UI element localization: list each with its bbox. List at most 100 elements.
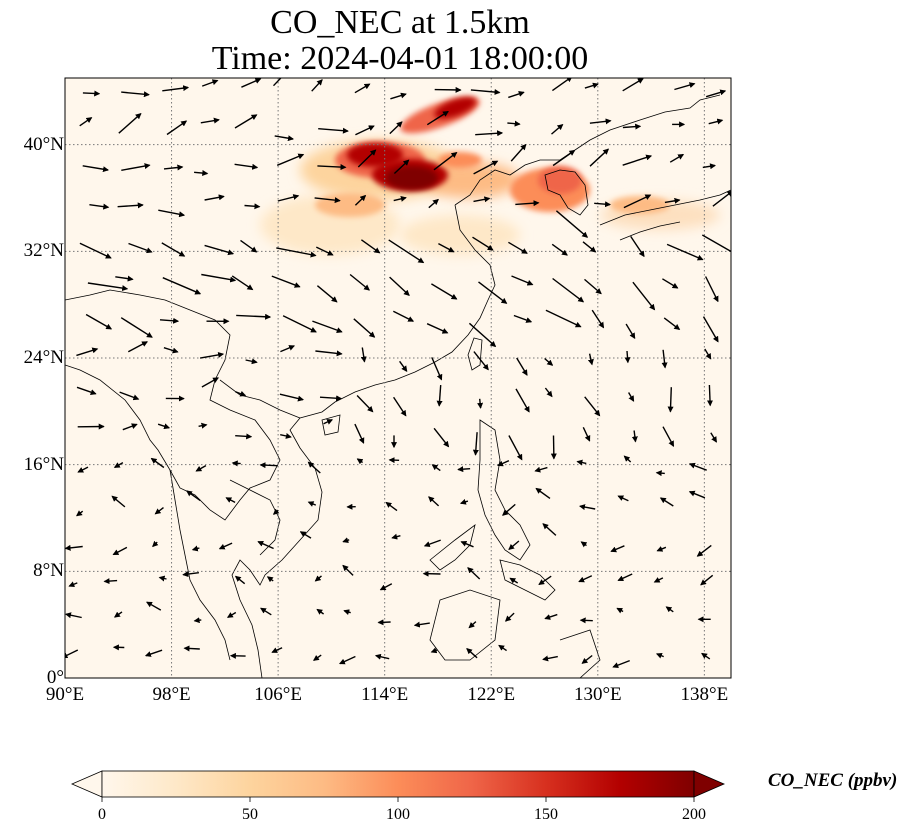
wind-arrow: [688, 462, 707, 471]
wind-arrow: [272, 508, 280, 515]
wind-arrow: [226, 611, 237, 618]
wind-arrow: [467, 567, 481, 580]
wind-arrow: [235, 390, 247, 397]
wind-arrow: [436, 385, 443, 407]
wind-arrow: [662, 278, 679, 289]
wind-vectors: [65, 78, 731, 668]
wind-arrow: [195, 464, 207, 472]
wind-arrow: [623, 194, 652, 209]
wind-arrow: [323, 419, 334, 425]
wind-arrow: [704, 276, 719, 303]
wind-arrow: [307, 461, 321, 474]
wind-arrow: [391, 533, 401, 540]
wind-arrow: [579, 617, 593, 624]
wind-arrow: [342, 564, 354, 576]
wind-arrow: [627, 392, 635, 402]
wind-arrow: [314, 575, 322, 582]
colorbar-label: CO_NEC (ppbv): [768, 770, 898, 791]
wind-arrow: [244, 203, 261, 210]
wind-arrow: [508, 540, 520, 551]
wind-arrow: [234, 114, 258, 129]
wind-arrow: [319, 395, 343, 402]
wind-arrow: [622, 78, 644, 92]
wind-arrow: [478, 281, 508, 304]
wind-arrow: [544, 613, 558, 620]
wind-arrow: [272, 78, 282, 87]
lon-tick-label: 106°E: [254, 684, 302, 705]
wind-arrow: [183, 645, 200, 652]
wind-arrow: [76, 347, 99, 357]
lon-tick-label: 138°E: [680, 684, 729, 705]
wind-arrow: [113, 461, 124, 469]
wind-arrow: [428, 496, 440, 507]
lon-tick-label: 122°E: [467, 684, 516, 705]
wind-arrow: [121, 91, 150, 98]
wind-arrow: [82, 90, 101, 97]
wind-arrow: [662, 426, 675, 447]
wind-arrow: [542, 655, 558, 662]
wind-arrow: [617, 573, 633, 582]
wind-arrow: [584, 396, 601, 417]
wind-arrow: [299, 531, 312, 539]
wind-arrow: [201, 79, 219, 87]
wind-arrow: [502, 503, 516, 516]
wind-arrow: [457, 466, 471, 473]
wind-arrow: [271, 275, 301, 288]
wind-arrow: [579, 504, 596, 511]
wind-arrow: [707, 384, 714, 407]
wind-arrow: [610, 545, 625, 553]
wind-arrow: [468, 621, 477, 629]
wind-arrow: [470, 89, 501, 96]
wind-arrow: [702, 163, 716, 170]
wind-arrow: [194, 170, 209, 177]
wind-arrow: [317, 164, 347, 171]
wind-arrow: [201, 377, 219, 388]
wind-arrow: [551, 123, 564, 135]
wind-arrow: [234, 163, 259, 170]
wind-arrow: [157, 423, 171, 430]
wind-arrow: [117, 202, 144, 209]
map-frame: [64, 77, 732, 679]
wind-arrow: [594, 201, 611, 208]
wind-arrow: [669, 153, 685, 163]
wind-arrow: [511, 275, 534, 286]
wind-arrow: [315, 350, 343, 357]
wind-arrow: [555, 210, 589, 238]
wind-arrow: [158, 209, 186, 218]
wind-arrow: [87, 282, 129, 292]
lon-tick-label: 90°E: [45, 684, 85, 705]
wind-arrow: [235, 433, 253, 440]
wind-arrow: [356, 395, 374, 413]
wind-arrow: [152, 540, 159, 548]
wind-arrow: [354, 83, 371, 94]
wind-arrow: [186, 490, 201, 502]
wind-arrow: [315, 246, 334, 256]
wind-arrow: [616, 607, 624, 614]
wind-arrow: [166, 120, 188, 136]
wind-arrow: [622, 123, 642, 130]
wind-arrow: [241, 78, 262, 88]
wind-arrow: [121, 163, 151, 171]
wind-arrow: [356, 458, 364, 465]
wind-arrow: [433, 427, 450, 448]
wind-arrow: [76, 510, 84, 517]
wind-arrow: [389, 121, 403, 135]
wind-arrow: [161, 242, 186, 257]
wind-arrow: [282, 315, 317, 333]
wind-arrow: [544, 387, 553, 398]
lat-tick-label: 32°N: [23, 240, 64, 262]
wind-arrow: [545, 309, 582, 328]
wind-arrow: [218, 542, 233, 550]
wind-arrow: [393, 195, 407, 202]
wind-arrow: [68, 581, 78, 588]
wind-arrow: [428, 198, 439, 209]
wind-arrow: [277, 194, 300, 202]
wind-arrow: [163, 164, 184, 171]
wind-arrow: [311, 79, 323, 92]
wind-arrow: [343, 609, 351, 616]
wind-arrow: [631, 430, 638, 443]
wind-arrow: [508, 91, 525, 99]
wind-arrow: [89, 203, 110, 210]
wind-arrow: [576, 459, 587, 466]
